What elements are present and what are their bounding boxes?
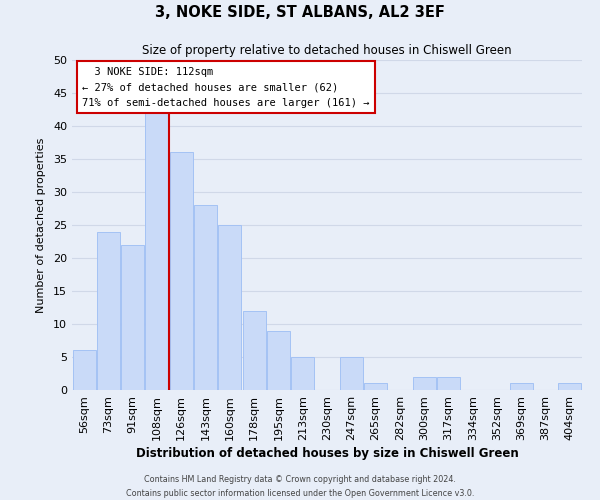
Bar xyxy=(267,330,290,390)
Bar xyxy=(437,377,460,390)
Title: Size of property relative to detached houses in Chiswell Green: Size of property relative to detached ho… xyxy=(142,44,512,58)
Bar xyxy=(121,245,144,390)
Bar xyxy=(559,384,581,390)
Bar xyxy=(218,225,241,390)
Text: 3, NOKE SIDE, ST ALBANS, AL2 3EF: 3, NOKE SIDE, ST ALBANS, AL2 3EF xyxy=(155,5,445,20)
Bar xyxy=(291,357,314,390)
Bar xyxy=(340,357,363,390)
Bar xyxy=(364,384,387,390)
Bar xyxy=(170,152,193,390)
Bar xyxy=(73,350,95,390)
Bar xyxy=(145,113,169,390)
X-axis label: Distribution of detached houses by size in Chiswell Green: Distribution of detached houses by size … xyxy=(136,447,518,460)
Bar xyxy=(97,232,120,390)
Bar xyxy=(510,384,533,390)
Text: 3 NOKE SIDE: 112sqm  
← 27% of detached houses are smaller (62)
71% of semi-deta: 3 NOKE SIDE: 112sqm ← 27% of detached ho… xyxy=(82,66,370,108)
Text: Contains HM Land Registry data © Crown copyright and database right 2024.
Contai: Contains HM Land Registry data © Crown c… xyxy=(126,476,474,498)
Bar xyxy=(413,377,436,390)
Y-axis label: Number of detached properties: Number of detached properties xyxy=(36,138,46,312)
Bar xyxy=(242,311,266,390)
Bar xyxy=(194,205,217,390)
